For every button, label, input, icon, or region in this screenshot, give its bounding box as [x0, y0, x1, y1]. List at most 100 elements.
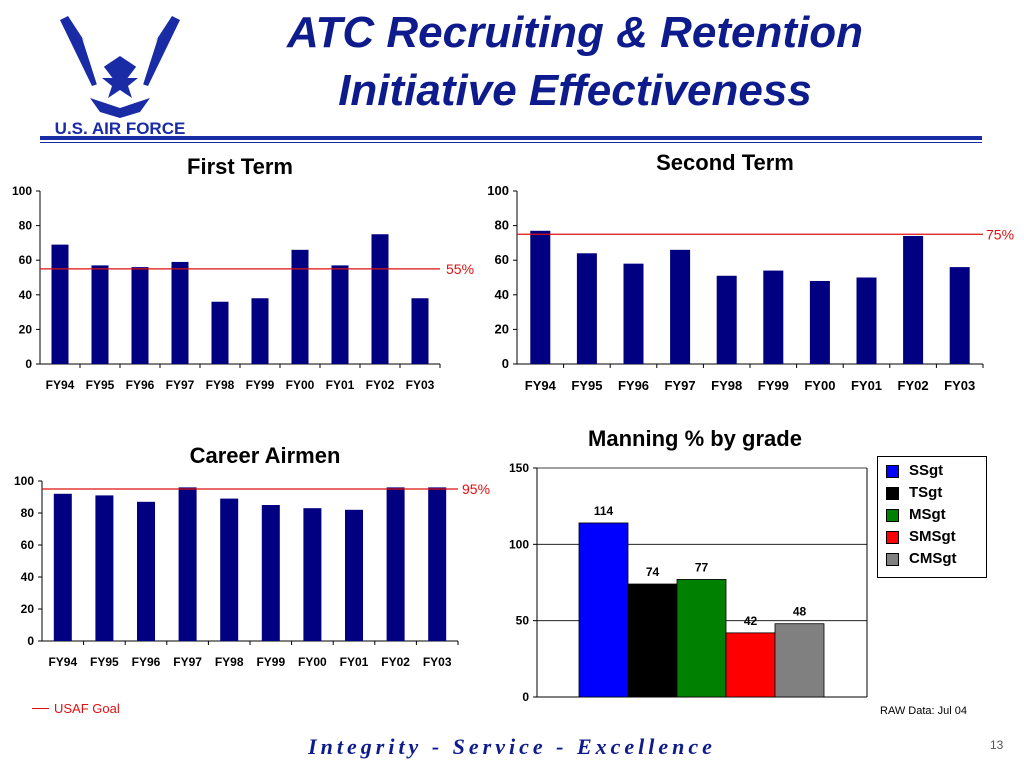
chart-title-manning: Manning % by grade — [588, 426, 802, 451]
air-force-logo: U.S. AIR FORCE — [55, 16, 186, 138]
chart2-bar — [903, 235, 924, 364]
chart3-y-tick-label: 60 — [21, 538, 35, 552]
chart3-y-tick-label: 100 — [14, 474, 34, 488]
legend-item-msgt: MSgt — [886, 506, 946, 526]
chart2-bar — [809, 280, 830, 364]
legend-item-ssgt: SSgt — [886, 462, 943, 482]
chart3-y-tick-label: 40 — [21, 570, 35, 584]
chart1-x-tick-label: FY03 — [406, 378, 435, 392]
title-rule-thin — [40, 142, 982, 143]
chart3-x-tick-label: FY98 — [215, 655, 244, 669]
chart1-y-tick-label: 80 — [19, 219, 33, 233]
chart2-x-tick-label: FY01 — [851, 378, 882, 393]
chart3-x-tick-label: FY03 — [423, 655, 452, 669]
chart1-y-tick-label: 20 — [19, 322, 33, 336]
chart2-bar — [716, 275, 737, 364]
title-rule — [40, 136, 982, 140]
chart2-x-tick-label: FY98 — [711, 378, 742, 393]
chart3-x-tick-label: FY01 — [340, 655, 369, 669]
chart4-data-label: 74 — [646, 565, 660, 579]
chart1-x-tick-label: FY98 — [206, 378, 235, 392]
chart1-x-tick-label: FY02 — [366, 378, 395, 392]
chart2-y-tick-label: 80 — [495, 218, 509, 233]
chart3-x-tick-label: FY94 — [48, 655, 77, 669]
chart2-x-tick-label: FY99 — [758, 378, 789, 393]
legend-item-smsgt: SMSgt — [886, 528, 956, 548]
chart4-y-tick-label: 100 — [509, 537, 529, 551]
chart2-goal-label: 75% — [986, 226, 1014, 242]
chart4-bar-tsgt — [627, 583, 678, 698]
chart2-bar — [530, 230, 551, 364]
chart3-bar — [303, 508, 322, 641]
chart3-y-tick-label: 20 — [21, 602, 35, 616]
legend-swatch — [886, 552, 899, 566]
chart3-bar — [261, 505, 280, 641]
manning-legend: SSgt TSgt MSgt SMSgt CMSgt — [877, 456, 987, 578]
chart1-bar — [51, 244, 69, 364]
chart3-x-tick-label: FY96 — [132, 655, 161, 669]
chart3-bar — [386, 487, 405, 641]
chart1-bar — [171, 261, 189, 364]
chart3-bar — [95, 495, 114, 641]
chart4-bar-msgt — [676, 579, 727, 698]
chart4-y-tick-label: 0 — [522, 690, 529, 704]
chart3-y-tick-label: 0 — [27, 634, 34, 648]
chart2-bar — [576, 253, 597, 364]
chart2-bar — [670, 249, 691, 364]
chart4-data-label: 48 — [793, 605, 807, 619]
chart2-y-tick-label: 60 — [495, 252, 509, 267]
chart1-bar — [131, 267, 149, 364]
chart4-bar-ssgt — [578, 522, 629, 698]
chart1-x-tick-label: FY99 — [246, 378, 275, 392]
raw-data-note: RAW Data: Jul 04 — [880, 705, 968, 717]
chart1-bar — [211, 301, 229, 364]
chart3-bar — [345, 509, 363, 641]
legend-swatch — [886, 530, 899, 544]
chart1-x-tick-label: FY96 — [126, 378, 155, 392]
chart1-bar — [251, 298, 269, 364]
chart2-bar — [763, 270, 784, 364]
chart3-goal-label: 95% — [462, 481, 490, 497]
chart1-y-tick-label: 100 — [12, 184, 32, 198]
chart3-bar — [137, 501, 155, 641]
chart2-bar — [856, 277, 877, 364]
chart2-x-tick-label: FY00 — [804, 378, 835, 393]
chart3-x-tick-label: FY00 — [298, 655, 327, 669]
legend-item-cmsgt: CMSgt — [886, 550, 957, 570]
chart4-bar-smsgt — [725, 632, 776, 698]
chart4-data-label: 114 — [594, 504, 614, 518]
chart3-bar — [178, 487, 197, 641]
legend-swatch — [886, 508, 899, 522]
logo-text: U.S. AIR FORCE — [55, 119, 186, 138]
chart2-y-tick-label: 40 — [495, 287, 509, 302]
chart1-x-tick-label: FY94 — [46, 378, 75, 392]
chart2-x-tick-label: FY94 — [525, 378, 557, 393]
chart2-x-tick-label: FY97 — [665, 378, 696, 393]
chart2-bar — [623, 263, 644, 364]
chart3-y-tick-label: 80 — [21, 506, 35, 520]
chart3-x-tick-label: FY99 — [256, 655, 285, 669]
chart2-y-tick-label: 0 — [502, 356, 509, 371]
chart-title-second-term: Second Term — [656, 150, 794, 175]
chart-title-first-term: First Term — [187, 154, 293, 179]
goal-legend-label: USAF Goal — [54, 701, 120, 716]
legend-swatch — [886, 464, 899, 478]
chart2-x-tick-label: FY02 — [898, 378, 929, 393]
chart1-bar — [291, 249, 309, 364]
chart2-y-tick-label: 100 — [487, 183, 509, 198]
chart1-goal-label: 55% — [446, 261, 474, 277]
chart3-x-tick-label: FY02 — [381, 655, 410, 669]
chart2-bar — [949, 267, 970, 364]
chart1-bar — [411, 298, 429, 364]
chart3-bar — [53, 493, 72, 641]
chart1-y-tick-label: 40 — [19, 288, 33, 302]
chart1-bar — [91, 265, 109, 364]
chart4-data-label: 42 — [744, 614, 758, 628]
chart1-y-tick-label: 60 — [19, 253, 33, 267]
chart2-x-tick-label: FY96 — [618, 378, 649, 393]
chart3-x-tick-label: FY97 — [173, 655, 202, 669]
legend-item-tsgt: TSgt — [886, 484, 942, 504]
chart3-x-tick-label: FY95 — [90, 655, 119, 669]
chart3-bar — [220, 498, 239, 641]
chart1-x-tick-label: FY01 — [326, 378, 355, 392]
